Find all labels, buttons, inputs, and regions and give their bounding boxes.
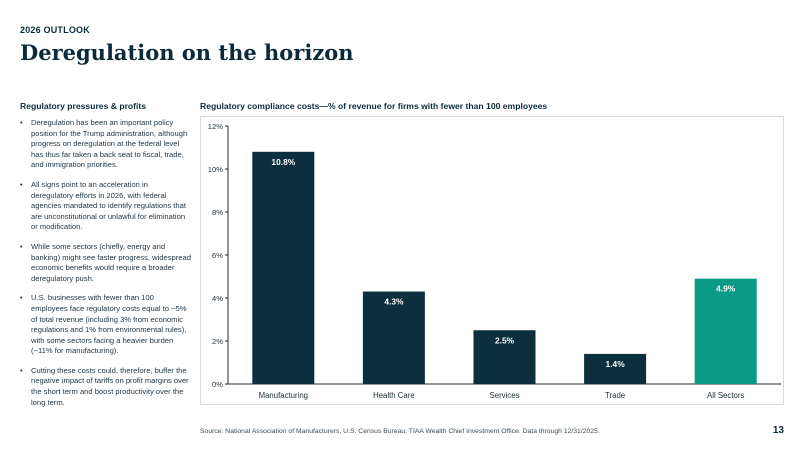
bar bbox=[473, 330, 536, 384]
sidebar-heading: Regulatory pressures & profits bbox=[20, 101, 147, 111]
y-tick-label: 2% bbox=[212, 337, 223, 346]
bar-data-label: 4.3% bbox=[384, 297, 404, 307]
x-tick-label: Health Care bbox=[373, 391, 415, 400]
bar bbox=[362, 291, 425, 384]
page-title: Deregulation on the horizon bbox=[20, 40, 354, 65]
eyebrow-label: 2026 OUTLOOK bbox=[20, 25, 90, 35]
bullet-item: Cutting these costs could, therefore, bu… bbox=[20, 366, 192, 408]
y-tick-label: 12% bbox=[208, 122, 223, 131]
x-tick-label: Manufacturing bbox=[259, 391, 308, 400]
bullet-item: U.S. businesses with fewer than 100 empl… bbox=[20, 293, 192, 357]
y-tick-label: 6% bbox=[212, 251, 223, 260]
y-tick-label: 0% bbox=[212, 380, 223, 389]
y-tick-label: 10% bbox=[208, 165, 223, 174]
x-tick-label: All Sectors bbox=[707, 391, 744, 400]
bullet-list: Deregulation has been an important polic… bbox=[20, 118, 192, 417]
bullet-item: Deregulation has been an important polic… bbox=[20, 118, 192, 171]
x-tick-label: Services bbox=[490, 391, 520, 400]
chart-frame: 0% 2% 4% 6% 8% 10% 12% 10.8% Manufacturing 4.3% He… bbox=[200, 116, 784, 405]
bar-data-label: 1.4% bbox=[606, 359, 626, 369]
bullet-item: All signs point to an acceleration in de… bbox=[20, 180, 192, 233]
bar bbox=[252, 151, 315, 384]
page-number: 13 bbox=[772, 425, 784, 436]
bar-chart: 0% 2% 4% 6% 8% 10% 12% 10.8% Manufacturing 4.3% He… bbox=[208, 122, 781, 400]
chart-title: Regulatory compliance costs—% of revenue… bbox=[200, 101, 548, 111]
bar bbox=[694, 278, 757, 384]
bullet-item: While some sectors (chiefly, energy and … bbox=[20, 242, 192, 284]
x-tick-label: Trade bbox=[605, 391, 625, 400]
bar bbox=[584, 353, 647, 384]
y-tick-label: 8% bbox=[212, 208, 223, 217]
bar-data-label: 2.5% bbox=[495, 335, 515, 345]
y-tick-label: 4% bbox=[212, 294, 223, 303]
bar-data-label: 4.9% bbox=[716, 284, 736, 294]
bar-data-label: 10.8% bbox=[271, 157, 295, 167]
source-note: Source: National Association of Manufact… bbox=[200, 428, 600, 435]
